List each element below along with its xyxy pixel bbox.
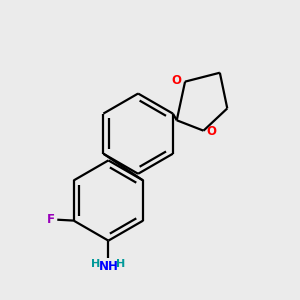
Text: H: H: [116, 259, 125, 269]
Text: O: O: [207, 125, 217, 138]
Text: H: H: [91, 259, 101, 269]
Text: F: F: [47, 213, 55, 226]
Text: O: O: [172, 74, 182, 87]
Text: NH: NH: [98, 260, 118, 273]
